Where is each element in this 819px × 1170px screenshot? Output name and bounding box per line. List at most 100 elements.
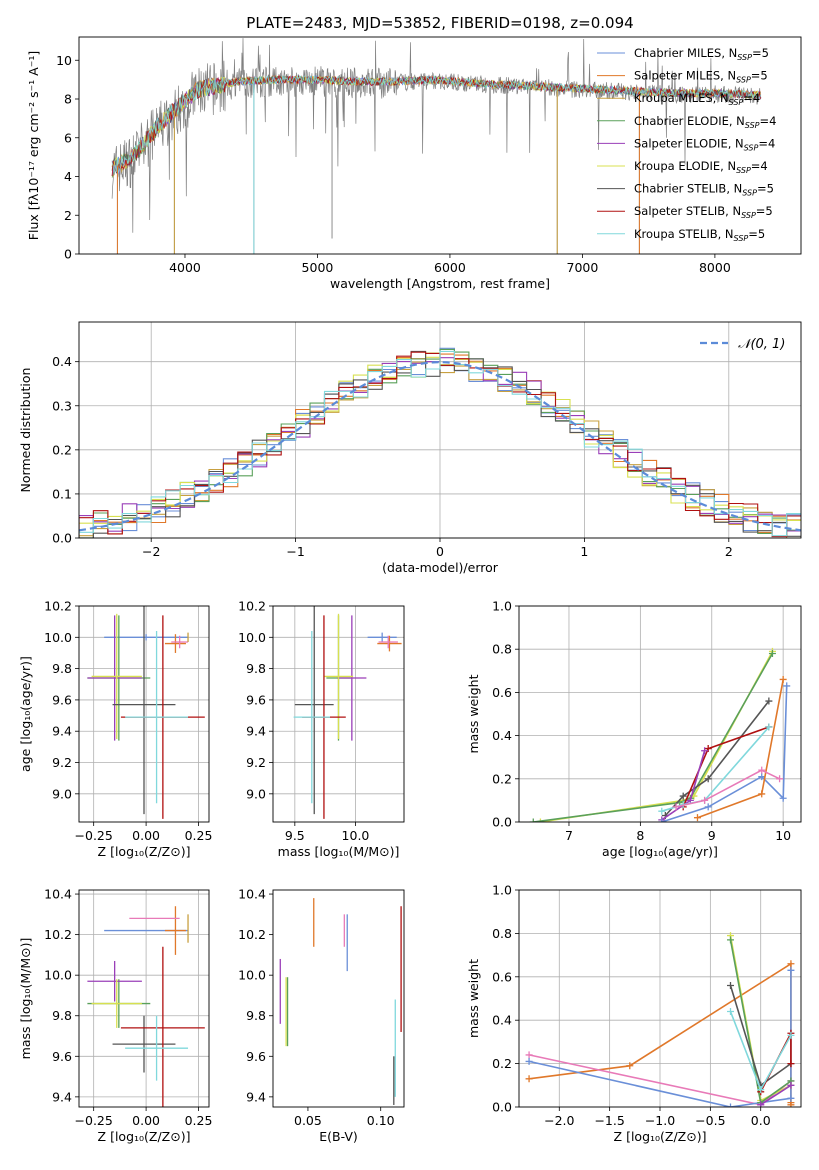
figure-title: PLATE=2483, MJD=53852, FIBERID=0198, z=0… xyxy=(246,14,633,32)
chart-mass_vs_Z: −0.25 0.00 0.25 9.4 9.6 9.8 10.0 10.2 10.4 Z [log… xyxy=(18,887,212,1144)
weight-point xyxy=(727,981,734,989)
weight-point xyxy=(758,790,766,798)
weight-point xyxy=(701,747,709,755)
y-tick-label: 9.8 xyxy=(246,1008,266,1023)
weight-point xyxy=(525,1075,533,1083)
y-tick-label: 10.2 xyxy=(238,599,266,614)
x-tick-label: −1 xyxy=(286,544,304,559)
y-tick-label: 1.0 xyxy=(492,599,512,614)
axes-spectrum: 4000 5000 6000 7000 8000 0 2 4 6 8 10 wavelength [A… xyxy=(26,36,802,291)
x-tick-label: 5000 xyxy=(302,260,334,275)
legend-entry: Chabrier ELODIE, NSSP=4 xyxy=(634,114,776,130)
y-tick-label: 9.4 xyxy=(52,724,72,739)
weight-point xyxy=(787,1031,795,1039)
axes-frame xyxy=(78,36,802,255)
chart-mass_weight_vs_age: 7 8 9 10 0.0 0.2 0.4 0.6 0.8 1.0 age [log₁₀(age/yr… xyxy=(466,599,802,859)
x-axis-label: mass [log₁₀(M/M⊙)] xyxy=(278,844,400,859)
y-axis-label: mass [log₁₀(M/M⊙)] xyxy=(18,938,33,1060)
y-tick-label: 0.3 xyxy=(52,398,72,413)
y-tick-label: 1.0 xyxy=(492,883,512,898)
x-tick-label: 0.25 xyxy=(185,1113,213,1128)
plot-area-mass_weight_vs_Z xyxy=(525,932,795,1107)
y-tick-label: 9.2 xyxy=(246,755,266,770)
model-line-kroupa-stelib xyxy=(111,75,762,175)
weight-point xyxy=(787,1094,795,1102)
weight-point xyxy=(727,1008,734,1016)
y-tick-label: 10.0 xyxy=(44,630,72,645)
x-axis-label: wavelength [Angstrom, rest frame] xyxy=(330,276,550,291)
legend-entry: Salpeter MILES, NSSP=5 xyxy=(634,69,768,85)
legend-entry: Salpeter STELIB, NSSP=5 xyxy=(634,204,773,220)
weight-point xyxy=(727,1103,734,1107)
chart-mass_vs_ebv: 0.05 0.10 9.4 9.6 9.8 10.0 10.2 10.4 E(B-V) xyxy=(238,887,405,1144)
axes-mass_vs_ebv: 0.05 0.10 9.4 9.6 9.8 10.0 10.2 10.4 E(B-V) xyxy=(238,887,405,1144)
plot-area-spectrum xyxy=(111,38,762,254)
legend-entry: Salpeter ELODIE, NSSP=4 xyxy=(634,136,775,152)
y-tick-label: 0.2 xyxy=(492,771,512,786)
y-tick-label: 0.8 xyxy=(492,642,512,657)
x-tick-label: −1.5 xyxy=(594,1113,624,1128)
weight-point xyxy=(727,936,734,944)
y-tick-label: 9.6 xyxy=(246,1049,266,1064)
weight-point xyxy=(529,818,537,822)
x-tick-label: −0.25 xyxy=(75,1113,113,1128)
y-axis-label: mass weight xyxy=(466,959,481,1038)
histogram-step-kroupa-stelib xyxy=(79,350,801,538)
x-axis-label: Z [log₁₀(Z/Z⊙)] xyxy=(614,1129,707,1144)
x-axis-label: (data-model)/error xyxy=(382,560,499,575)
axes-age_vs_mass: 9.5 10.0 9.0 9.2 9.4 9.6 9.8 10.0 10.2 mass [log₁… xyxy=(238,599,405,859)
x-tick-label: −2 xyxy=(142,544,160,559)
y-tick-label: 9.8 xyxy=(52,661,72,676)
weight-point xyxy=(658,818,666,822)
x-tick-label: −0.25 xyxy=(75,828,113,843)
axes-frame xyxy=(272,605,405,823)
y-tick-label: 9.2 xyxy=(52,755,72,770)
y-tick-label: 10.2 xyxy=(238,927,266,942)
y-tick-label: 9.8 xyxy=(246,661,266,676)
x-tick-label: 7000 xyxy=(567,260,599,275)
weight-point xyxy=(765,723,773,731)
y-tick-label: 0.4 xyxy=(52,354,72,369)
x-tick-label: −2.0 xyxy=(544,1113,574,1128)
plot-area-residuals xyxy=(79,347,801,538)
y-tick-label: 6 xyxy=(64,130,72,145)
x-tick-label: 1 xyxy=(580,544,588,559)
y-tick-label: 0.0 xyxy=(52,531,72,546)
y-tick-label: 0.4 xyxy=(492,728,512,743)
y-tick-label: 9.6 xyxy=(52,1049,72,1064)
axes-frame xyxy=(272,889,405,1108)
weight-point xyxy=(757,1101,765,1107)
y-tick-label: 0.6 xyxy=(492,969,512,984)
y-tick-label: 10.4 xyxy=(44,887,72,902)
x-tick-label: 0.00 xyxy=(132,828,160,843)
x-axis-label: Z [log₁₀(Z/Z⊙)] xyxy=(98,844,191,859)
chart-mass_weight_vs_Z: −2.0 −1.5 −1.0 −0.5 0.0 0.0 0.2 0.4 0.6 0.8 1.0 Z [… xyxy=(466,883,802,1144)
y-tick-label: 0.0 xyxy=(492,815,512,830)
y-tick-label: 10.0 xyxy=(238,968,266,983)
y-tick-label: 10.0 xyxy=(238,630,266,645)
y-tick-label: 0.8 xyxy=(492,926,512,941)
weight-line xyxy=(533,653,774,822)
legend-entry: Chabrier MILES, NSSP=5 xyxy=(634,46,769,62)
x-tick-label: 0.25 xyxy=(185,828,213,843)
weight-point xyxy=(525,1057,533,1065)
weight-point xyxy=(787,1101,795,1107)
weight-point xyxy=(658,807,666,815)
y-tick-label: 0 xyxy=(64,247,72,262)
weight-line xyxy=(664,700,770,817)
y-tick-label: 9.0 xyxy=(52,786,72,801)
chart-spectrum: 4000 5000 6000 7000 8000 0 2 4 6 8 10 wavelength [A… xyxy=(26,36,802,291)
x-tick-label: −1.0 xyxy=(645,1113,675,1128)
y-tick-label: 0.6 xyxy=(492,685,512,700)
weight-point xyxy=(783,682,791,690)
legend-gaussian-label: 𝒩(0, 1) xyxy=(738,337,785,352)
weight-point xyxy=(779,675,787,683)
y-tick-label: 9.8 xyxy=(52,1008,72,1023)
weight-point xyxy=(693,814,701,822)
weight-point xyxy=(757,1086,765,1094)
weight-point xyxy=(758,766,766,774)
plot-area-age_vs_mass xyxy=(293,606,402,819)
y-tick-label: 9.4 xyxy=(246,724,266,739)
y-tick-label: 0.1 xyxy=(52,486,72,501)
